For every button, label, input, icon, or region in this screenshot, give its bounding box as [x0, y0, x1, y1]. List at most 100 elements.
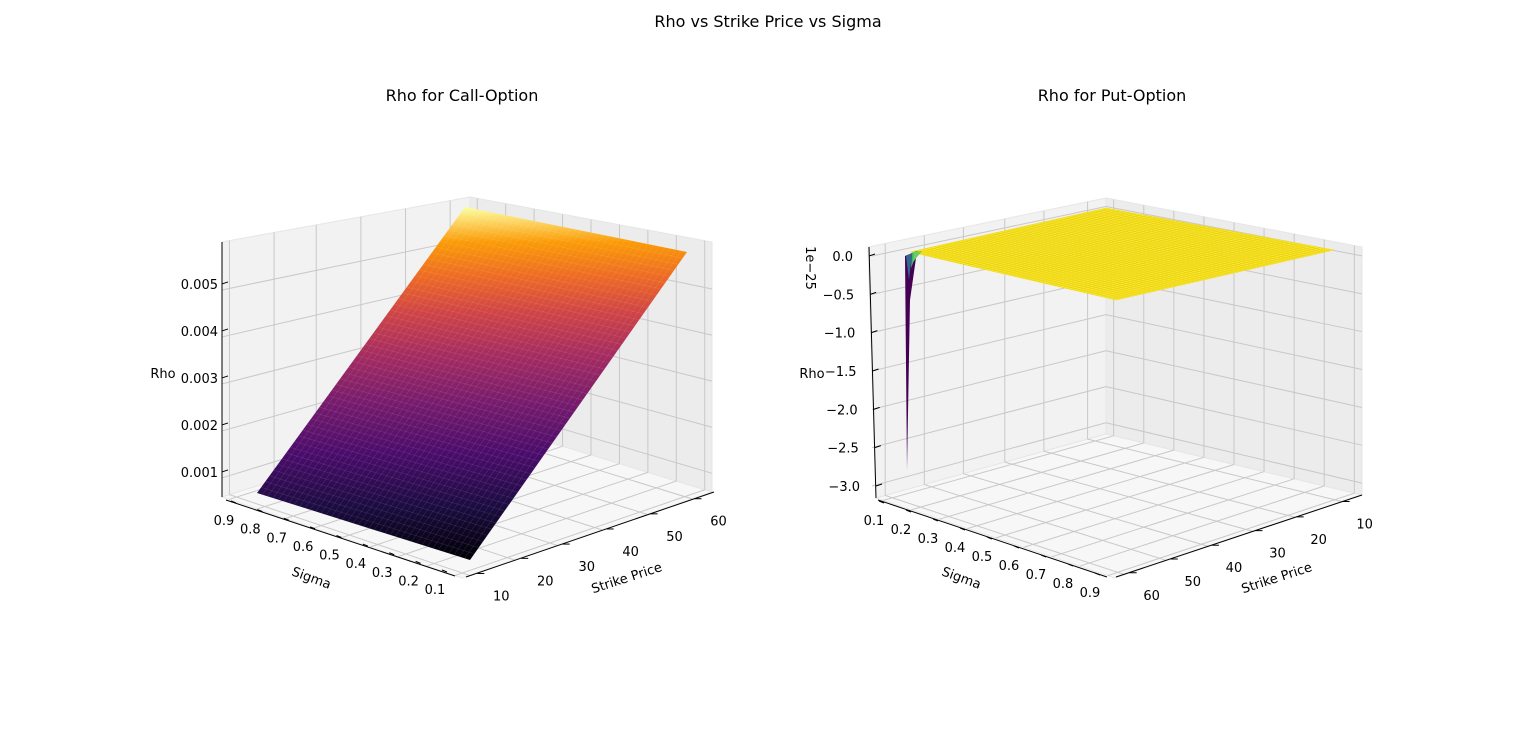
put-sigma-gridline	[1107, 492, 1355, 577]
put-mesh-line	[1066, 239, 1280, 289]
call-mesh-line	[373, 332, 592, 388]
call-sigma-tick	[441, 569, 448, 573]
call-mesh-line	[406, 286, 627, 339]
call-mesh-line	[319, 406, 536, 468]
call-sigma-tick	[283, 517, 289, 521]
call-mesh-line	[357, 228, 571, 525]
call-sigma-axis-line	[225, 499, 456, 577]
put-z-tick-label: −3.0	[828, 480, 860, 495]
call-z-tick-label: 0.004	[181, 325, 218, 340]
call-mesh-line	[398, 298, 618, 351]
call-mesh-line	[341, 224, 555, 520]
call-sigma-tick	[230, 500, 237, 504]
call-mesh-line	[384, 233, 599, 534]
put-mesh-line	[967, 219, 1170, 266]
put-sigma-gridline	[995, 464, 1235, 539]
put-mesh-line	[1095, 245, 1312, 296]
call-strike-ticks: 10 20 30 40 50 60	[477, 498, 727, 604]
call-mesh-line	[352, 227, 566, 524]
call-mesh-line	[464, 250, 682, 559]
call-mesh-line	[421, 241, 638, 546]
call-sigma-tick-label: 0.3	[372, 566, 393, 581]
call-sigma-tick	[415, 560, 421, 564]
call-mesh-line	[331, 222, 543, 517]
put-strike-gridline	[1043, 450, 1296, 518]
call-strike-tick-label: 10	[493, 589, 510, 604]
put-mesh-line	[938, 213, 1138, 259]
put-mesh-line	[1058, 237, 1271, 287]
put-strike-gridline	[1004, 461, 1254, 533]
call-mesh-line	[298, 435, 514, 499]
call-mesh-line	[377, 326, 596, 382]
call-mesh-line	[427, 242, 643, 547]
call-mesh-line	[340, 378, 557, 438]
put-sigma-gridline	[1079, 485, 1325, 567]
call-mesh-line	[389, 234, 604, 536]
call-mesh-line	[273, 469, 488, 536]
put-mesh-line	[1025, 231, 1234, 280]
call-sigma-tick-label: 0.8	[240, 523, 261, 538]
call-mesh-line	[394, 303, 614, 358]
call-sigma-tick-label: 0.6	[293, 540, 314, 555]
call-mesh-line	[327, 395, 544, 456]
call-sigma-label: Sigma	[289, 565, 332, 593]
put-mesh-line	[971, 220, 1175, 267]
put-mesh-line	[996, 225, 1202, 273]
call-sigma-tick	[362, 543, 369, 547]
call-z-tick	[221, 469, 229, 473]
put-mesh-line	[1107, 248, 1325, 299]
call-mesh-line	[432, 243, 649, 549]
put-sigma-tick-label: 0.8	[1053, 577, 1074, 592]
put-sigma-ticks: 0.1 0.2 0.3 0.4 0.5 0.6 0.7 0.8 0.9	[864, 500, 1100, 601]
call-mesh-line	[299, 215, 510, 507]
call-mesh-line	[290, 446, 505, 512]
call-sigma-tick	[257, 509, 263, 513]
call-z-tick	[221, 281, 229, 285]
put-mesh-line	[959, 217, 1161, 264]
call-mesh-line	[444, 235, 666, 284]
call-mesh-line	[262, 207, 471, 495]
call-mesh-line	[427, 258, 649, 308]
put-mesh-line	[963, 218, 1166, 265]
put-strike-axis-line	[1115, 494, 1363, 578]
put-sigma-tick	[1013, 545, 1020, 549]
put-mesh-line	[918, 209, 1116, 255]
call-strike-tick-label: 20	[537, 574, 554, 589]
put-sigma-tick-label: 0.1	[864, 514, 885, 529]
call-mesh-line	[453, 248, 671, 556]
put-mesh-line	[1091, 244, 1307, 295]
call-mesh-line	[269, 475, 484, 542]
call-strike-tick-label: 40	[622, 545, 639, 560]
call-mesh-line	[381, 321, 601, 376]
put-sigma-tick	[905, 509, 912, 513]
call-mesh-line	[261, 486, 475, 555]
put-sigma-tick	[878, 500, 885, 504]
call-sigma-tick	[336, 535, 342, 538]
call-mesh-line	[416, 240, 632, 544]
call-mesh-line	[385, 315, 605, 370]
call-z-tick-label: 0.002	[181, 419, 218, 434]
put-strike-ticks: 60 50 40 30 20 10	[1129, 500, 1373, 604]
call-mesh-line	[278, 211, 488, 500]
put-mesh-line	[922, 210, 1120, 256]
call-mesh-line	[395, 236, 610, 537]
call-strike-gridline	[229, 494, 470, 576]
call-mesh-line	[331, 389, 549, 450]
put-sigma-tick-label: 0.4	[945, 541, 966, 556]
put-z-axis-line	[868, 246, 877, 499]
put-z-tick-label: 0.0	[832, 250, 853, 265]
call-mesh-line	[452, 223, 675, 271]
call-mesh-line	[310, 218, 521, 510]
call-mesh-line	[437, 245, 654, 551]
call-mesh-line	[459, 249, 677, 557]
call-mesh-line	[267, 209, 477, 497]
call-mesh-line	[336, 223, 549, 519]
put-chart-title: Rho for Put-Option	[1037, 86, 1187, 105]
call-z-tick	[221, 328, 229, 332]
put-mesh-line	[1045, 235, 1257, 284]
call-sigma-tick	[309, 526, 316, 530]
put-mesh-line	[947, 215, 1148, 261]
call-mesh-line	[415, 275, 635, 327]
put-mesh-line	[1000, 226, 1207, 274]
